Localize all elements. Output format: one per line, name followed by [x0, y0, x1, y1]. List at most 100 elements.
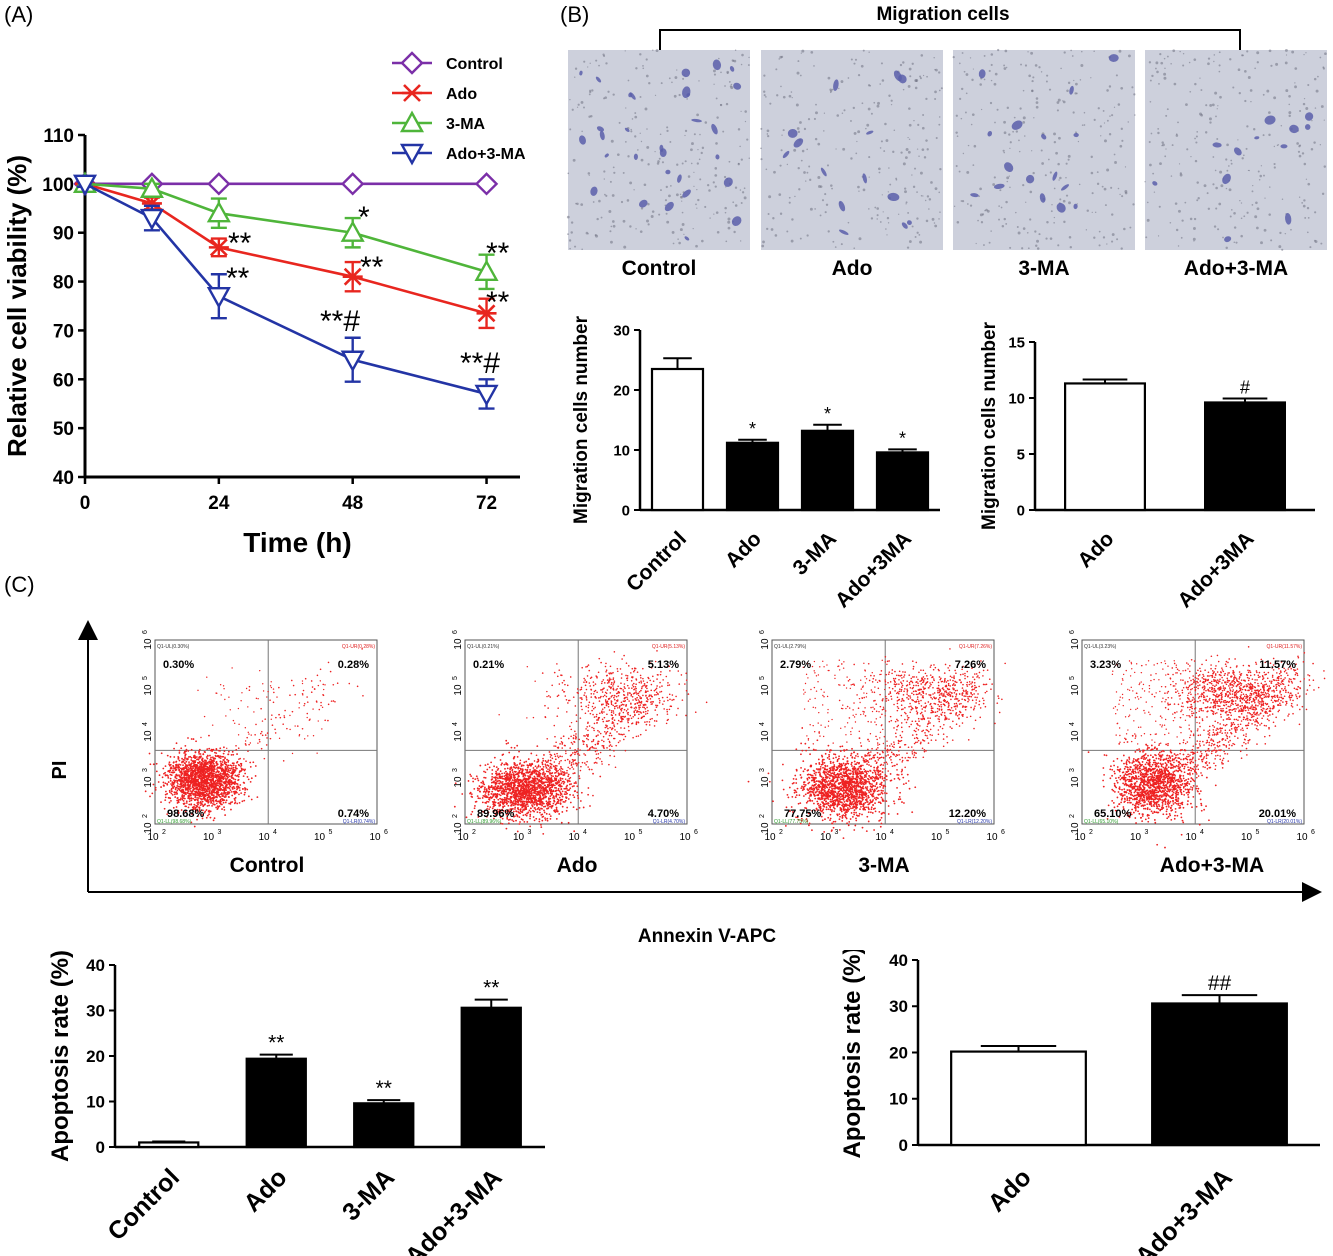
- pore-dot: [605, 62, 608, 65]
- pore-dot: [1197, 197, 1200, 200]
- dot: [481, 780, 484, 783]
- dot: [223, 791, 226, 794]
- dot: [273, 691, 275, 694]
- pore-dot: [1246, 211, 1249, 214]
- pore-dot: [613, 171, 616, 174]
- dot: [515, 780, 518, 783]
- dot: [208, 747, 211, 750]
- dot: [219, 774, 222, 776]
- pore-dot: [1161, 141, 1164, 144]
- pore-dot: [1246, 125, 1249, 128]
- pore-dot: [1320, 242, 1323, 245]
- pore-dot: [797, 130, 801, 134]
- dot: [175, 742, 178, 745]
- dot: [547, 770, 550, 773]
- pore-dot: [889, 183, 892, 186]
- dot: [187, 776, 190, 779]
- dot: [151, 792, 154, 795]
- pore-dot: [1307, 182, 1311, 186]
- pore-dot: [1169, 222, 1172, 224]
- pore-dot: [722, 130, 725, 133]
- dot: [494, 782, 497, 785]
- image-background: [568, 50, 750, 250]
- pore-dot: [622, 219, 626, 223]
- pore-dot: [827, 230, 830, 233]
- dot: [537, 781, 539, 784]
- dot: [220, 765, 223, 767]
- flow-cytometry-panels: PI Annexin V-APC 0.30% 0.28%98.68% 0.74%Q1…: [49, 620, 1326, 947]
- y-tick-exponent: 3: [142, 768, 149, 772]
- dot: [555, 794, 558, 797]
- pore-dot: [776, 94, 779, 97]
- pore-dot: [1066, 89, 1069, 93]
- pore-dot: [1240, 234, 1243, 238]
- stained-cell: [633, 153, 638, 160]
- dot: [517, 803, 520, 806]
- dot: [258, 738, 261, 741]
- dot: [198, 760, 201, 763]
- dot: [319, 680, 321, 682]
- pore-dot: [955, 165, 958, 168]
- dot: [207, 796, 210, 799]
- dot: [211, 779, 214, 782]
- dot: [306, 712, 309, 715]
- pore-dot: [869, 84, 872, 87]
- stained-cell: [686, 93, 691, 97]
- dot: [169, 791, 171, 793]
- pore-dot: [873, 101, 876, 104]
- pore-dot: [1320, 105, 1324, 108]
- y-tick-label: 10: [1008, 390, 1025, 407]
- pore-dot: [683, 233, 685, 236]
- dot: [573, 772, 576, 774]
- pore-dot: [1033, 117, 1035, 119]
- dot: [224, 801, 227, 804]
- stained-cell: [893, 70, 902, 82]
- pore-dot: [1002, 149, 1005, 152]
- pore-dot: [654, 94, 657, 97]
- dot: [190, 759, 193, 761]
- dot: [203, 776, 206, 779]
- dot: [240, 765, 242, 768]
- pore-dot: [1059, 176, 1062, 180]
- bar: [875, 451, 930, 512]
- dot: [508, 785, 511, 788]
- dot: [559, 777, 562, 780]
- dot: [169, 777, 172, 780]
- dot: [244, 788, 247, 791]
- dot: [219, 783, 222, 786]
- dot: [524, 813, 527, 816]
- dot: [181, 761, 183, 764]
- dot: [173, 785, 176, 788]
- dot: [197, 815, 200, 817]
- dot: [191, 771, 194, 774]
- stained-cell: [624, 127, 630, 132]
- pore-dot: [908, 123, 912, 127]
- dot: [216, 788, 219, 790]
- pore-dot: [1118, 49, 1122, 53]
- dot: [564, 787, 567, 790]
- dot: [578, 777, 581, 780]
- pore-dot: [1053, 132, 1056, 136]
- dot: [530, 798, 533, 801]
- pore-dot: [1237, 68, 1241, 72]
- dot: [511, 771, 514, 774]
- dot: [176, 782, 179, 785]
- dot: [225, 783, 228, 786]
- dot: [203, 783, 205, 785]
- pore-dot: [729, 85, 732, 88]
- dot: [208, 770, 211, 772]
- dot: [538, 784, 541, 787]
- dot: [201, 814, 203, 816]
- pore-dot: [857, 74, 861, 77]
- dot: [539, 777, 542, 779]
- pore-dot: [1119, 144, 1123, 148]
- dot: [298, 734, 301, 736]
- dot: [242, 781, 245, 784]
- pore-dot: [604, 193, 606, 196]
- dot: [175, 768, 178, 771]
- pore-dot: [680, 195, 683, 199]
- dot: [149, 763, 152, 766]
- dot: [286, 727, 288, 730]
- dot: [246, 788, 249, 791]
- pore-dot: [885, 228, 887, 230]
